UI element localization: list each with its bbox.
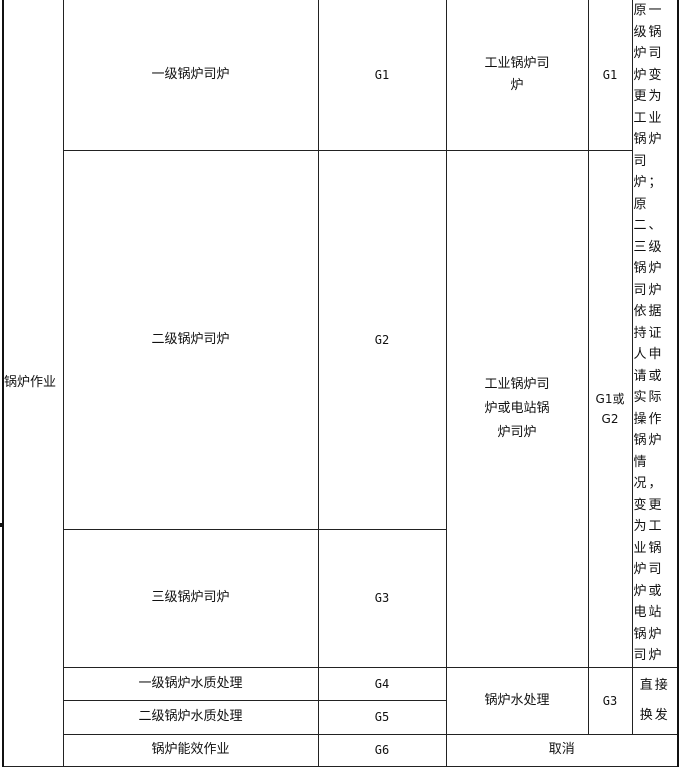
old-code-cell: G2 bbox=[317, 150, 447, 530]
new-item-text: 工业锅炉司炉 bbox=[484, 56, 550, 93]
note-cell-boiler: 原一级锅炉司炉变更为工业锅炉司炉；原二、三级锅炉司炉依据持证人申请或实际操作锅炉… bbox=[631, 0, 679, 668]
old-item-cell: 一级锅炉水质处理 bbox=[62, 666, 319, 701]
new-code-cell: G3 bbox=[587, 666, 633, 735]
old-code-cell: G6 bbox=[317, 733, 447, 767]
old-item-cell: 锅炉能效作业 bbox=[62, 733, 319, 767]
new-code-cell: G1或G2 bbox=[587, 150, 633, 668]
new-item-cell: 锅炉水处理 bbox=[445, 666, 589, 735]
old-item-cell: 一级锅炉司炉 bbox=[62, 0, 319, 151]
new-item-cell: 工业锅炉司炉或电站锅炉司炉 bbox=[445, 150, 589, 668]
old-item-cell: 二级锅炉司炉 bbox=[62, 150, 319, 530]
note-cell-water: 直接换发 bbox=[631, 666, 679, 735]
cancelled-cell: 取消 bbox=[445, 733, 679, 767]
old-code-cell: G1 bbox=[317, 0, 447, 151]
old-item-cell: 二级锅炉水质处理 bbox=[62, 699, 319, 735]
category-cell: 锅炉作业 bbox=[2, 0, 64, 767]
next-row-edge bbox=[0, 523, 679, 527]
new-code-cell: G1 bbox=[587, 0, 633, 151]
new-item-text: 工业锅炉司炉或电站锅炉司炉 bbox=[484, 376, 550, 440]
old-code-cell: G4 bbox=[317, 666, 447, 701]
old-code-cell: G3 bbox=[317, 528, 447, 668]
old-item-cell: 三级锅炉司炉 bbox=[62, 528, 319, 668]
new-item-cell: 工业锅炉司炉 bbox=[445, 0, 589, 151]
old-code-cell: G5 bbox=[317, 699, 447, 735]
